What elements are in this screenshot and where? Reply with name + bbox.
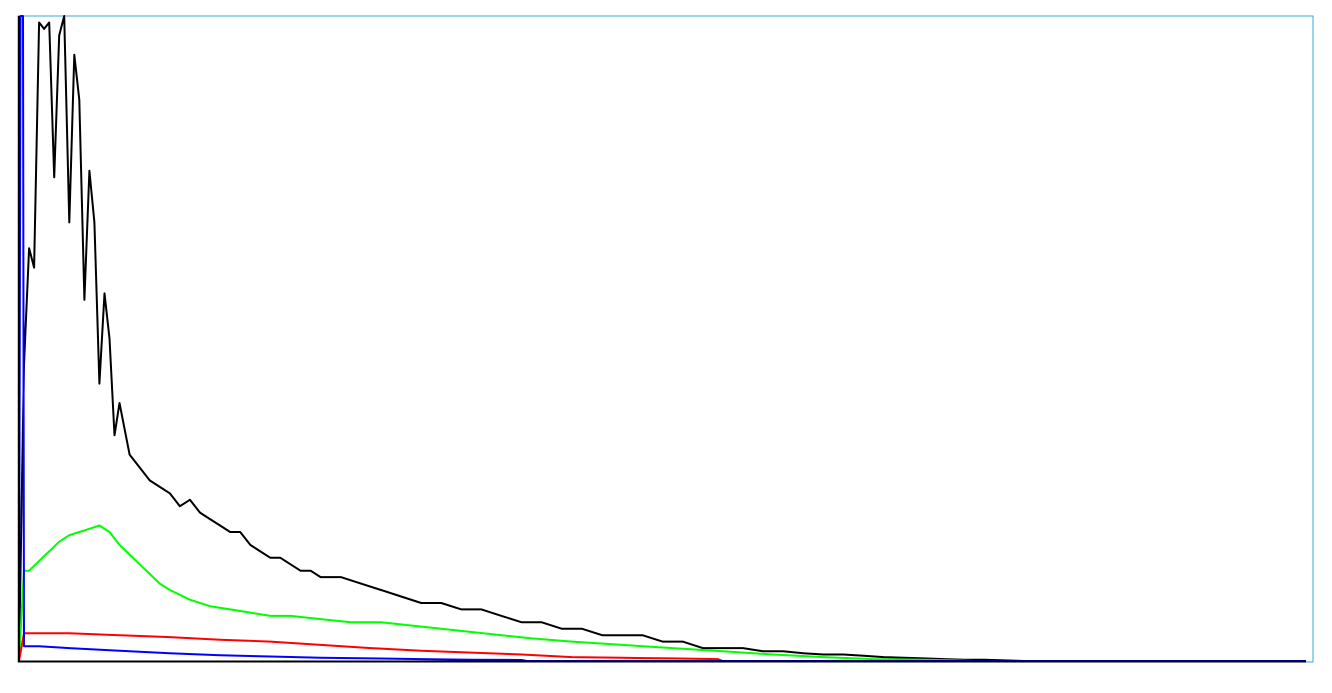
series-line-2 [18, 632, 1306, 662]
series-line-3 [18, 15, 1306, 662]
series-line-1 [18, 524, 1306, 662]
plot-frame [17, 15, 1314, 663]
series-line-0 [18, 15, 1306, 662]
series-layer [18, 15, 1306, 662]
